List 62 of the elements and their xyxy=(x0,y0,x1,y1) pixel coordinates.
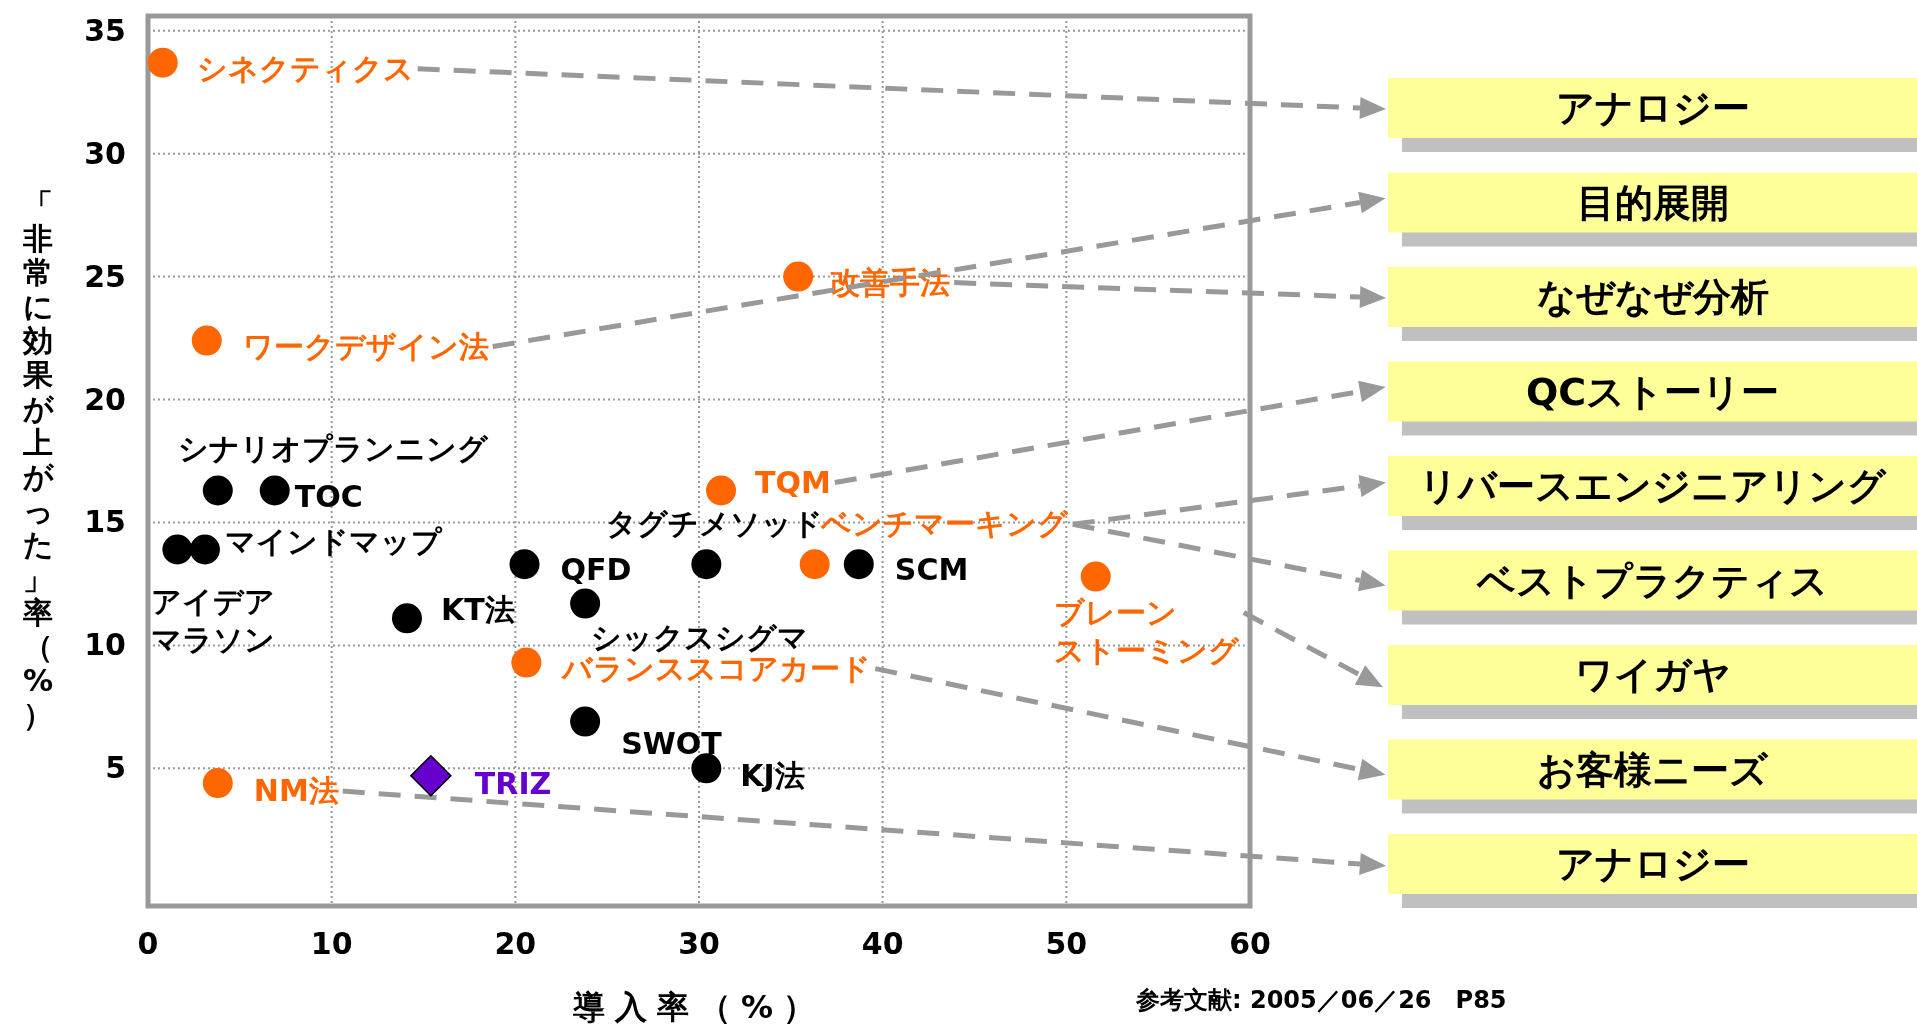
x-axis-title: 導入率（%） xyxy=(571,988,826,1026)
text: ベストプラクティス xyxy=(1476,558,1828,603)
text: 目的展開 xyxy=(1576,180,1729,225)
x-tick-label: 40 xyxy=(861,926,904,961)
point xyxy=(570,706,601,737)
point xyxy=(511,647,542,678)
data-label: シネクティクス xyxy=(196,50,414,86)
y-tick-label: 10 xyxy=(84,627,126,663)
data-label: ワークデザイン法 xyxy=(242,328,489,364)
point xyxy=(202,768,233,799)
point xyxy=(1080,561,1111,592)
text: リバースエンジニアリング xyxy=(1419,464,1887,508)
x-tick-label: 30 xyxy=(678,926,720,961)
data-label: SWOT xyxy=(621,725,723,761)
point xyxy=(691,753,722,784)
point xyxy=(570,588,601,619)
data-label: ブレーンストーミング xyxy=(1053,594,1240,668)
point xyxy=(162,534,193,565)
point xyxy=(189,534,220,565)
text: 参考文献: 2005／06／26 P85 xyxy=(1135,986,1507,1014)
point xyxy=(391,603,422,634)
data-label: SCM xyxy=(894,552,969,588)
text: お客様ニーズ xyxy=(1537,747,1769,792)
y-tick-label: 15 xyxy=(84,504,126,540)
text: アナロジー xyxy=(1555,86,1750,130)
y-tick-label: 30 xyxy=(84,135,126,171)
y-tick-label: 25 xyxy=(84,258,126,294)
point xyxy=(783,261,814,292)
x-tick-label: 20 xyxy=(494,926,537,961)
data-label: QFD xyxy=(560,552,632,588)
x-tick-label: 60 xyxy=(1229,926,1271,961)
data-label: シナリオプランニング xyxy=(177,430,489,466)
point xyxy=(191,325,222,356)
point xyxy=(843,549,874,580)
x-tick-label: 10 xyxy=(310,926,353,961)
data-label: マインドマップ xyxy=(224,523,443,559)
x-tick-label: 0 xyxy=(137,926,159,961)
point xyxy=(799,549,830,580)
text: ワイガヤ xyxy=(1574,653,1731,697)
x-tick-label: 50 xyxy=(1045,926,1088,961)
data-label: KJ法 xyxy=(740,758,805,794)
y-tick-label: 35 xyxy=(84,12,126,48)
data-label: TQM xyxy=(755,464,831,500)
data-label: TOC xyxy=(294,478,363,514)
y-tick-label: 20 xyxy=(84,381,126,417)
data-label: ベンチマーキング xyxy=(819,506,1069,542)
text: なぜなぜ分析 xyxy=(1536,275,1769,319)
text: QCストーリー xyxy=(1525,369,1780,414)
y-tick-label: 5 xyxy=(105,750,126,786)
point xyxy=(259,475,290,506)
point xyxy=(509,549,540,580)
data-label: アイデアマラソン xyxy=(151,583,276,657)
point xyxy=(691,549,722,580)
text: アナロジー xyxy=(1555,842,1750,886)
point xyxy=(410,754,452,797)
point xyxy=(202,475,233,506)
data-label: KT法 xyxy=(440,592,515,628)
data-label: TRIZ xyxy=(474,765,552,801)
text: 「非常に効果が上がった」率（%） xyxy=(22,187,54,732)
data-label: NM法 xyxy=(253,773,339,809)
point xyxy=(147,47,178,78)
point xyxy=(706,475,737,506)
